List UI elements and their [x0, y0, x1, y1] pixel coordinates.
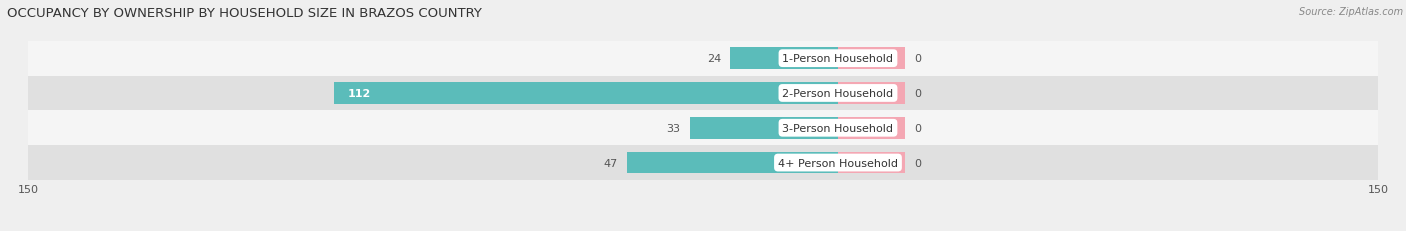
Text: 0: 0 [914, 54, 921, 64]
Bar [838, 118, 905, 139]
Bar [838, 48, 905, 70]
Text: 2-Person Household: 2-Person Household [782, 88, 894, 99]
Text: Source: ZipAtlas.com: Source: ZipAtlas.com [1299, 7, 1403, 17]
Bar [730, 48, 838, 70]
Text: 24: 24 [707, 54, 721, 64]
Text: 33: 33 [666, 123, 681, 133]
Bar [689, 118, 838, 139]
Bar [627, 152, 838, 174]
Bar [28, 76, 1378, 111]
Bar [28, 146, 1378, 180]
Bar [28, 42, 1378, 76]
Bar [838, 152, 905, 174]
Text: 0: 0 [914, 158, 921, 168]
Text: 112: 112 [347, 88, 371, 99]
Text: 4+ Person Household: 4+ Person Household [778, 158, 898, 168]
Text: 0: 0 [914, 88, 921, 99]
Text: 3-Person Household: 3-Person Household [783, 123, 893, 133]
Text: 47: 47 [603, 158, 617, 168]
Bar [838, 83, 905, 104]
Text: OCCUPANCY BY OWNERSHIP BY HOUSEHOLD SIZE IN BRAZOS COUNTRY: OCCUPANCY BY OWNERSHIP BY HOUSEHOLD SIZE… [7, 7, 482, 20]
Text: 1-Person Household: 1-Person Household [783, 54, 893, 64]
Bar [335, 83, 838, 104]
Bar [28, 111, 1378, 146]
Text: 0: 0 [914, 123, 921, 133]
